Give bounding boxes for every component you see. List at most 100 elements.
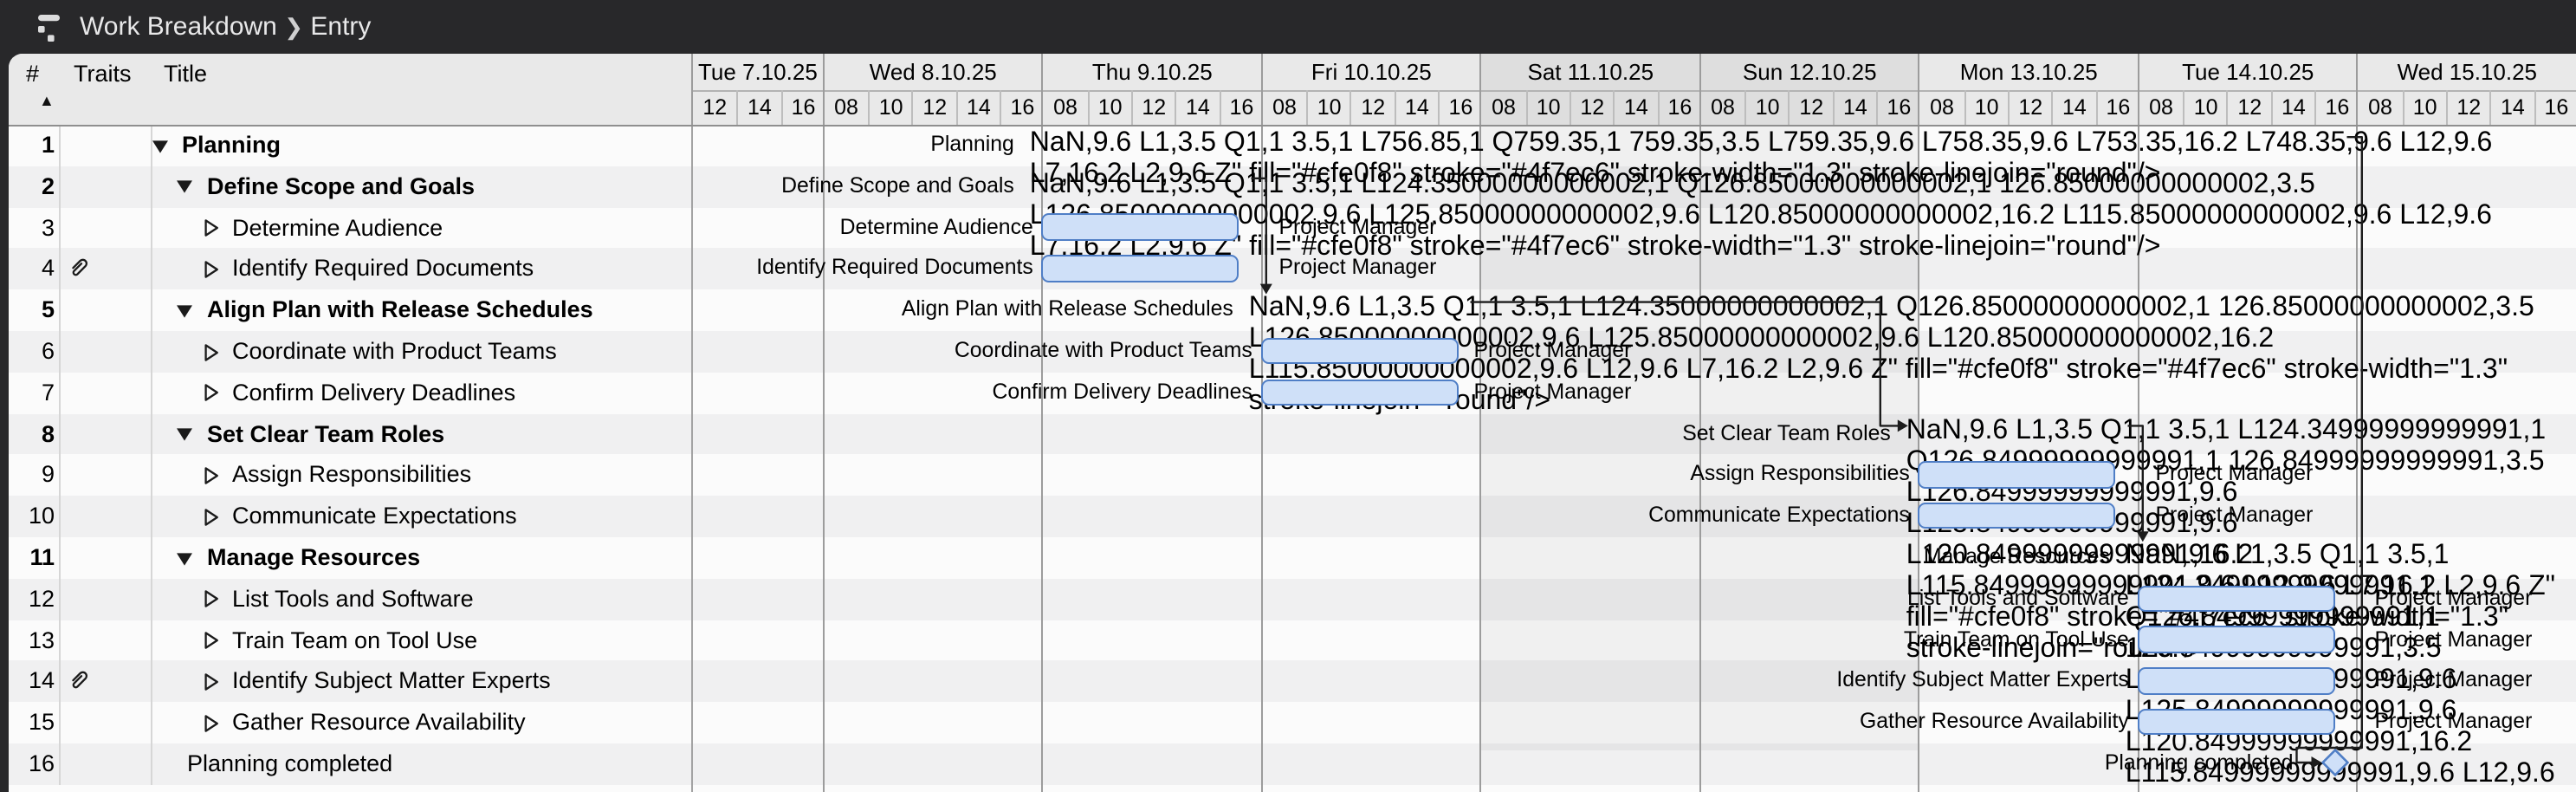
hour-cell[interactable]: 12 bbox=[1569, 89, 1614, 125]
hour-cell[interactable]: 08 bbox=[1492, 94, 1516, 119]
task-bar[interactable] bbox=[2137, 667, 2335, 695]
hour-cell[interactable]: 14 bbox=[2270, 89, 2315, 125]
task-bar[interactable] bbox=[1918, 503, 2116, 529]
task-title[interactable]: Manage Resources bbox=[207, 544, 421, 570]
table-row[interactable] bbox=[8, 207, 2576, 249]
task-bar[interactable] bbox=[1041, 255, 1239, 282]
expand-triangle-icon[interactable] bbox=[200, 631, 219, 650]
task-title[interactable]: List Tools and Software bbox=[232, 585, 474, 612]
task-title[interactable]: Coordinate with Product Teams bbox=[232, 338, 557, 364]
task-title[interactable]: Align Plan with Release Schedules bbox=[207, 296, 593, 323]
hour-cell[interactable]: 16 bbox=[780, 89, 825, 125]
hour-cell[interactable]: 12 bbox=[2226, 89, 2271, 125]
hour-cell[interactable]: 14 bbox=[1613, 89, 1658, 125]
hour-cell[interactable]: 12 bbox=[1130, 89, 1175, 125]
column-header-title[interactable]: Title bbox=[164, 61, 208, 87]
collapse-triangle-icon[interactable] bbox=[175, 301, 194, 320]
sort-ascending-icon[interactable]: ▲ bbox=[39, 92, 55, 109]
collapse-triangle-icon[interactable] bbox=[175, 178, 194, 197]
hour-cell[interactable]: 08 bbox=[834, 94, 858, 119]
task-bar[interactable] bbox=[1260, 379, 1459, 406]
hour-cell[interactable]: 14 bbox=[736, 89, 781, 125]
table-row[interactable] bbox=[8, 166, 2576, 208]
task-title[interactable]: Identify Required Documents bbox=[232, 255, 534, 282]
task-bar[interactable] bbox=[2137, 585, 2335, 612]
hour-cell[interactable]: 16 bbox=[1219, 89, 1263, 125]
hour-cell[interactable]: 10 bbox=[868, 89, 912, 125]
hour-cell[interactable]: 16 bbox=[2534, 89, 2576, 125]
task-title[interactable]: Planning bbox=[182, 132, 281, 158]
table-row[interactable] bbox=[8, 743, 2576, 785]
table-row[interactable] bbox=[8, 496, 2576, 537]
hour-cell[interactable]: 08 bbox=[1930, 94, 1954, 119]
task-title[interactable]: Set Clear Team Roles bbox=[207, 420, 445, 447]
hour-cell[interactable]: 08 bbox=[1711, 94, 1735, 119]
hour-cell[interactable]: 12 bbox=[702, 94, 728, 119]
expand-triangle-icon[interactable] bbox=[200, 590, 219, 609]
hour-cell[interactable]: 16 bbox=[1438, 89, 1482, 125]
day-header-sun[interactable]: Sun 12.10.25 08 10 12 14 16 bbox=[1699, 54, 1919, 125]
task-bar[interactable] bbox=[2137, 709, 2335, 736]
hour-cell[interactable]: 12 bbox=[911, 89, 956, 125]
day-header-sat[interactable]: Sat 11.10.25 08 10 12 14 16 bbox=[1479, 54, 1701, 125]
day-header-tue[interactable]: Tue 14.10.25 08 10 12 14 16 bbox=[2137, 54, 2359, 125]
hour-cell[interactable]: 10 bbox=[1744, 89, 1789, 125]
expand-triangle-icon[interactable] bbox=[200, 384, 219, 403]
task-bar[interactable] bbox=[2137, 626, 2335, 653]
view-subtitle[interactable]: Entry bbox=[310, 12, 372, 42]
hour-cell[interactable]: 14 bbox=[2051, 89, 2096, 125]
day-header-wed[interactable]: Wed 15.10.25 08 10 12 14 16 bbox=[2356, 54, 2576, 125]
day-header-fri[interactable]: Fri 10.10.25 08 10 12 14 16 bbox=[1260, 54, 1482, 125]
hour-cell[interactable]: 10 bbox=[1525, 89, 1570, 125]
expand-triangle-icon[interactable] bbox=[200, 466, 219, 485]
day-header-tue[interactable]: Tue 7.10.25 12 14 16 bbox=[691, 54, 823, 125]
table-row[interactable] bbox=[8, 454, 2576, 497]
task-title[interactable]: Planning completed bbox=[187, 750, 393, 776]
hour-cell[interactable]: 10 bbox=[2402, 89, 2446, 125]
hour-cell[interactable]: 12 bbox=[2445, 89, 2490, 125]
table-row[interactable] bbox=[8, 413, 2576, 455]
hour-cell[interactable]: 10 bbox=[2183, 89, 2227, 125]
hour-cell[interactable]: 14 bbox=[1175, 89, 1220, 125]
task-title[interactable]: Assign Responsibilities bbox=[232, 461, 472, 488]
task-bar[interactable] bbox=[1918, 461, 2116, 489]
expand-triangle-icon[interactable] bbox=[200, 218, 219, 237]
hour-cell[interactable]: 16 bbox=[1657, 89, 1701, 125]
task-bar[interactable] bbox=[1041, 213, 1239, 241]
collapse-triangle-icon[interactable] bbox=[175, 549, 194, 568]
expand-triangle-icon[interactable] bbox=[200, 672, 219, 691]
task-title[interactable]: Define Scope and Goals bbox=[207, 172, 476, 199]
work-breakdown-icon[interactable] bbox=[36, 11, 66, 42]
expand-triangle-icon[interactable] bbox=[200, 342, 219, 361]
task-title[interactable]: Communicate Expectations bbox=[232, 503, 517, 529]
hour-cell[interactable]: 16 bbox=[1000, 89, 1044, 125]
hour-cell[interactable]: 08 bbox=[1053, 94, 1078, 119]
hour-cell[interactable]: 10 bbox=[1964, 89, 2008, 125]
day-header-thu[interactable]: Thu 9.10.25 08 10 12 14 16 bbox=[1041, 54, 1263, 125]
hour-cell[interactable]: 16 bbox=[2314, 89, 2359, 125]
hour-cell[interactable]: 10 bbox=[1087, 89, 1131, 125]
milestone-diamond[interactable] bbox=[2320, 749, 2349, 776]
collapse-triangle-icon[interactable] bbox=[150, 136, 169, 155]
hour-cell[interactable]: 14 bbox=[955, 89, 1000, 125]
hour-cell[interactable]: 14 bbox=[1394, 89, 1439, 125]
hour-cell[interactable]: 16 bbox=[2095, 89, 2139, 125]
table-row[interactable] bbox=[8, 248, 2576, 290]
expand-triangle-icon[interactable] bbox=[200, 260, 219, 279]
summary-bar[interactable]: NaN,9.6 L1,3.5 Q1,1 3.5,1 L756.85,1 Q759… bbox=[1029, 127, 2493, 189]
table-row[interactable] bbox=[8, 289, 2576, 331]
hour-cell[interactable]: 12 bbox=[1788, 89, 1833, 125]
table-row[interactable] bbox=[8, 125, 2576, 166]
table-row[interactable] bbox=[8, 537, 2576, 579]
summary-bar[interactable]: NaN,9.6 L1,3.5 Q1,1 3.5,1 L124.350000000… bbox=[1029, 169, 2492, 262]
attachment-icon[interactable] bbox=[65, 257, 87, 282]
hour-cell[interactable]: 14 bbox=[1832, 89, 1877, 125]
hour-cell[interactable]: 12 bbox=[1349, 89, 1395, 125]
hour-cell[interactable]: 10 bbox=[1306, 89, 1350, 125]
day-header-mon[interactable]: Mon 13.10.25 08 10 12 14 16 bbox=[1918, 54, 2139, 125]
hour-cell[interactable]: 08 bbox=[1272, 94, 1297, 119]
collapse-triangle-icon[interactable] bbox=[175, 425, 194, 444]
hour-cell[interactable]: 14 bbox=[2489, 89, 2534, 125]
hour-cell[interactable]: 16 bbox=[1876, 89, 1920, 125]
column-header-traits[interactable]: Traits bbox=[74, 61, 132, 87]
